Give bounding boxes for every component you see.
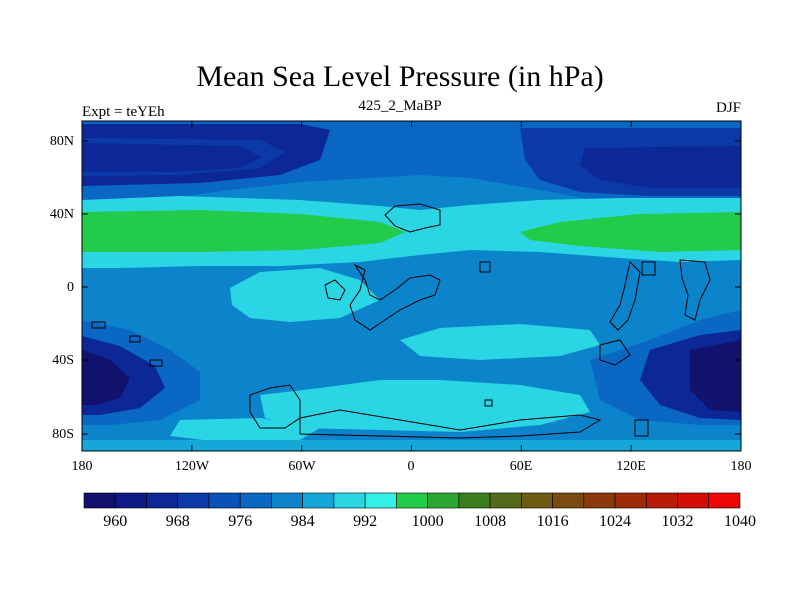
colorbar-swatch [458,492,491,509]
colorbar-label: 1008 [474,513,506,530]
continent-outline [641,261,656,276]
x-tick-label: 120W [175,459,210,474]
colorbar-label: 992 [353,513,377,530]
antarctic-high [260,380,590,432]
x-tick-label: 180 [731,459,752,474]
south-subtropical-high [400,324,600,360]
colorbar-label: 1040 [724,513,756,530]
x-axis-ticks [81,121,742,451]
period-label: 425_2_MaBP [358,98,442,114]
colorbar-swatch [83,492,116,509]
continent-outline [484,399,493,407]
colorbar-swatch [614,492,647,509]
continent-outline [679,259,711,321]
x-tick-label: 60W [288,459,316,474]
colorbar-label: 960 [103,513,127,530]
colorbar [83,492,741,509]
continent-outline [299,409,602,439]
equatorial-high-lobe [230,268,380,322]
map-title: Mean Sea Level Pressure (in hPa) [196,60,604,93]
y-tick-label: 40S [52,353,74,368]
y-tick-label: 80N [50,134,74,149]
colorbar-swatch [708,492,741,509]
continent-outline [599,339,631,366]
colorbar-swatch [177,492,210,509]
experiment-label: Expt = teYEh [82,104,165,120]
north-pacific-high [520,212,741,252]
continent-outline [91,321,106,329]
colorbar-swatch [427,492,460,509]
y-tick-label: 40N [50,207,74,222]
x-tick-label: 120E [616,459,646,474]
colorbar-swatch [302,492,335,509]
south-indian-low-core [690,340,741,412]
colorbar-swatch [489,492,522,509]
colorbar-swatch [677,492,710,509]
y-axis-ticks [82,140,741,435]
colorbar-label: 1032 [662,513,694,530]
continent-outline [479,261,491,273]
colorbar-swatch [239,492,272,509]
continent-outline [129,335,141,343]
colorbar-label: 976 [228,513,252,530]
colorbar-swatch [333,492,366,509]
colorbar-swatch [208,492,241,509]
colorbar-label: 968 [166,513,190,530]
colorbar-label: 1024 [599,513,631,530]
colorbar-swatch [364,492,397,509]
north-atlantic-low-core [82,143,262,172]
antarctic-high-west [170,418,320,442]
season-label: DJF [715,100,741,116]
continent-outline [634,419,649,437]
south-pacific-low-core [82,350,130,405]
colorbar-swatch [271,492,303,509]
colorbar-swatch [645,492,678,509]
continent-outline [324,279,346,301]
colorbar-swatch [114,492,147,509]
colorbar-swatch [583,492,616,509]
coastline-outlines [91,203,711,439]
colorbar-label: 1000 [412,513,444,530]
colorbar-swatch [146,492,179,509]
continent-outline [609,260,641,331]
x-tick-label: 180 [72,459,93,474]
colorbar-swatch [521,492,553,509]
continent-outline [149,359,163,367]
y-tick-label: 0 [67,280,74,295]
y-tick-label: 80S [52,427,74,442]
continent-outline [349,263,441,331]
north-pacific-low-core [580,146,741,188]
colorbar-label: 1016 [537,513,569,530]
colorbar-labels: 960 968 976 984 992 1000 1008 1016 1024 1032 1040 [103,513,756,530]
x-tick-label: 0 [408,459,415,474]
colorbar-label: 984 [291,513,315,530]
colorbar-swatch [552,492,585,509]
continent-outline [384,203,441,233]
north-atlantic-high [82,210,405,252]
colorbar-swatch [396,492,428,509]
pressure-contours [82,121,741,451]
x-tick-label: 60E [510,459,533,474]
